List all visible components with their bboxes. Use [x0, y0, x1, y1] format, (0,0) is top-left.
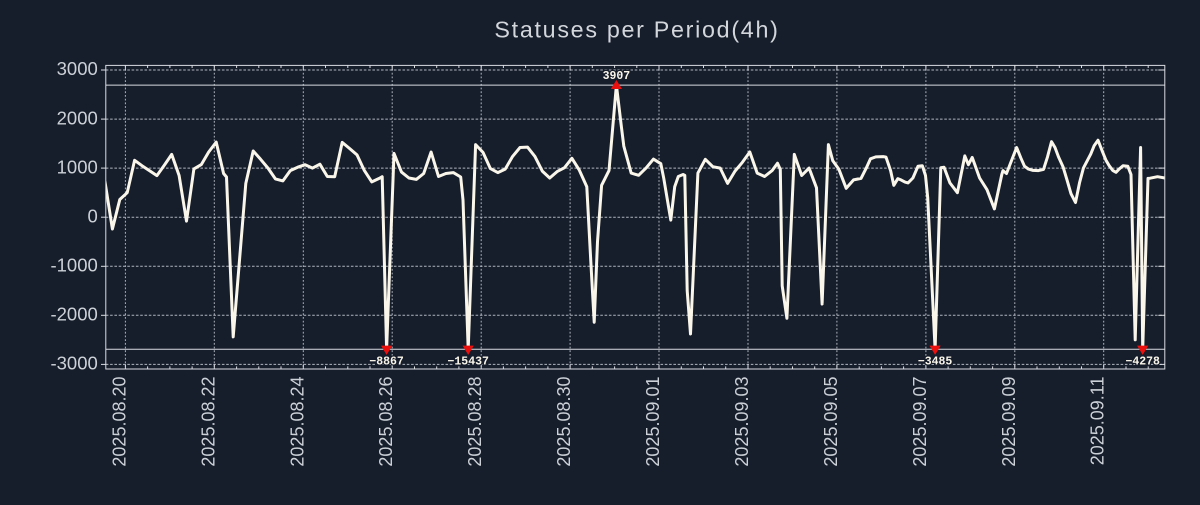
svg-text:2000: 2000: [57, 107, 98, 128]
svg-text:Statuses per Period(4h): Statuses per Period(4h): [494, 17, 779, 43]
svg-text:2025.08.22: 2025.08.22: [198, 377, 218, 467]
svg-text:-2000: -2000: [50, 304, 97, 325]
svg-text:0: 0: [88, 205, 98, 226]
svg-text:−8867: −8867: [369, 355, 404, 368]
svg-text:-3000: -3000: [50, 353, 97, 374]
svg-text:2025.09.01: 2025.09.01: [643, 377, 663, 467]
svg-text:2025.09.05: 2025.09.05: [821, 377, 841, 467]
svg-text:−15437: −15437: [447, 355, 489, 368]
svg-text:-1000: -1000: [50, 255, 97, 276]
svg-text:1000: 1000: [57, 156, 98, 177]
svg-text:2025.09.09: 2025.09.09: [999, 377, 1019, 467]
svg-text:2025.09.11: 2025.09.11: [1088, 377, 1108, 466]
svg-text:2025.08.24: 2025.08.24: [287, 377, 307, 467]
svg-text:2025.08.20: 2025.08.20: [109, 377, 129, 467]
svg-text:2025.08.26: 2025.08.26: [376, 377, 396, 467]
svg-text:3000: 3000: [57, 58, 98, 79]
svg-text:2025.09.03: 2025.09.03: [732, 377, 752, 467]
svg-text:−3485: −3485: [918, 355, 953, 368]
svg-text:2025.08.28: 2025.08.28: [465, 377, 485, 467]
svg-text:2025.09.07: 2025.09.07: [910, 377, 930, 467]
svg-text:2025.08.30: 2025.08.30: [554, 377, 574, 467]
svg-text:−4278: −4278: [1125, 355, 1160, 368]
svg-text:3907: 3907: [603, 70, 631, 83]
